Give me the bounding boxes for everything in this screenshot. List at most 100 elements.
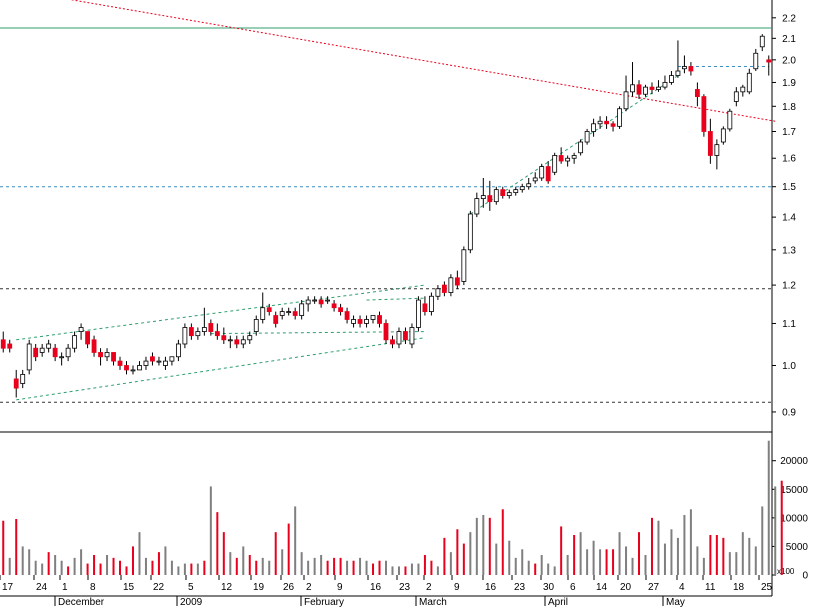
candle [578,139,584,156]
candle-body [175,343,181,358]
candle-body [98,352,103,358]
volume-bar [508,540,511,575]
candle-body [52,347,58,358]
volume-bar [359,557,362,575]
candle [636,80,642,100]
volume-bar [456,529,459,575]
candle [604,116,609,129]
candle [0,331,6,353]
x-axis: 17 24 1 8 15 22 5 12 19 26 2 9 16 23 2 9 16 23 30 6 14 20 27 4 1… [0,575,773,608]
candle [13,369,19,398]
candle [163,356,168,370]
candle [539,163,545,181]
candle-body [656,86,661,90]
candle-body [325,299,331,302]
candle [240,335,246,349]
x-tick-label: 2 [306,582,312,593]
volume-bar [423,555,426,575]
candle [208,319,214,336]
volume-bar [177,566,180,575]
candle-body [733,91,739,102]
candle-body [669,75,674,83]
candle [630,62,635,97]
candle-body [279,311,285,316]
candle [623,75,629,112]
candle [688,62,694,76]
candle-body [182,327,188,345]
candle [591,118,597,137]
volume-tick-label: 20000 [780,456,808,467]
x-tick-label: 22 [153,582,165,593]
volume-bar [131,546,134,575]
candle [39,343,45,357]
volume-bar [281,549,284,575]
candle [532,172,538,184]
candle [513,186,519,196]
candle-body [539,166,545,179]
candle-body [318,299,324,305]
candle-body [150,356,155,362]
candle-body [694,89,700,98]
candle [292,307,298,320]
candle [565,155,571,167]
volume-bar [566,555,569,575]
candle [273,311,279,328]
candle [526,177,532,190]
volume-bar [209,486,212,575]
price-tick-label: 1.5 [782,182,796,193]
candle-body [377,315,382,324]
candle-body [701,96,707,132]
candle-body [33,347,39,358]
volume-bar [164,546,167,575]
volume-bar [650,517,653,575]
candle [545,161,551,184]
volume-bar [313,557,316,575]
candle-body [344,311,350,320]
candle-body [253,319,259,332]
candle-body [137,365,142,371]
volume-bar [631,557,634,575]
volume-bar [443,537,446,575]
volume-bar [573,535,576,575]
volume-bar [346,560,349,575]
candle [195,327,201,340]
candle [247,331,253,344]
candle [377,311,382,328]
candle [65,343,71,362]
candle-body [688,66,694,72]
candle [597,116,603,129]
candle-body [163,360,168,366]
volume-bar [67,566,70,575]
volume-bar [170,560,173,575]
candle-body [610,123,616,127]
candle [506,189,512,199]
volume-bar [709,535,712,575]
volume-bar [728,552,731,575]
candle [610,121,616,132]
candle-body [441,284,447,293]
candle [72,331,78,353]
candle [117,356,123,370]
volume-bar [294,506,297,575]
candle-body [403,331,408,341]
volume-bar [125,566,128,575]
candle [156,356,162,366]
candle-body [390,339,395,345]
candle [20,369,26,389]
volume-bar [138,532,141,575]
candle [558,147,564,164]
candle-body [357,319,363,324]
price-tick-label: 1.6 [782,154,796,165]
volume-bar [482,515,485,575]
volume-bar [644,555,647,575]
volume-bar [761,506,764,575]
candle-body [500,189,506,197]
candle-body [597,120,603,125]
candle [701,94,707,137]
candle-body [240,339,246,345]
candle-body [266,307,272,312]
volume-bar [203,560,206,575]
x-tick-label: 27 [648,582,660,593]
candle [429,292,434,316]
volume-bar [495,543,498,575]
